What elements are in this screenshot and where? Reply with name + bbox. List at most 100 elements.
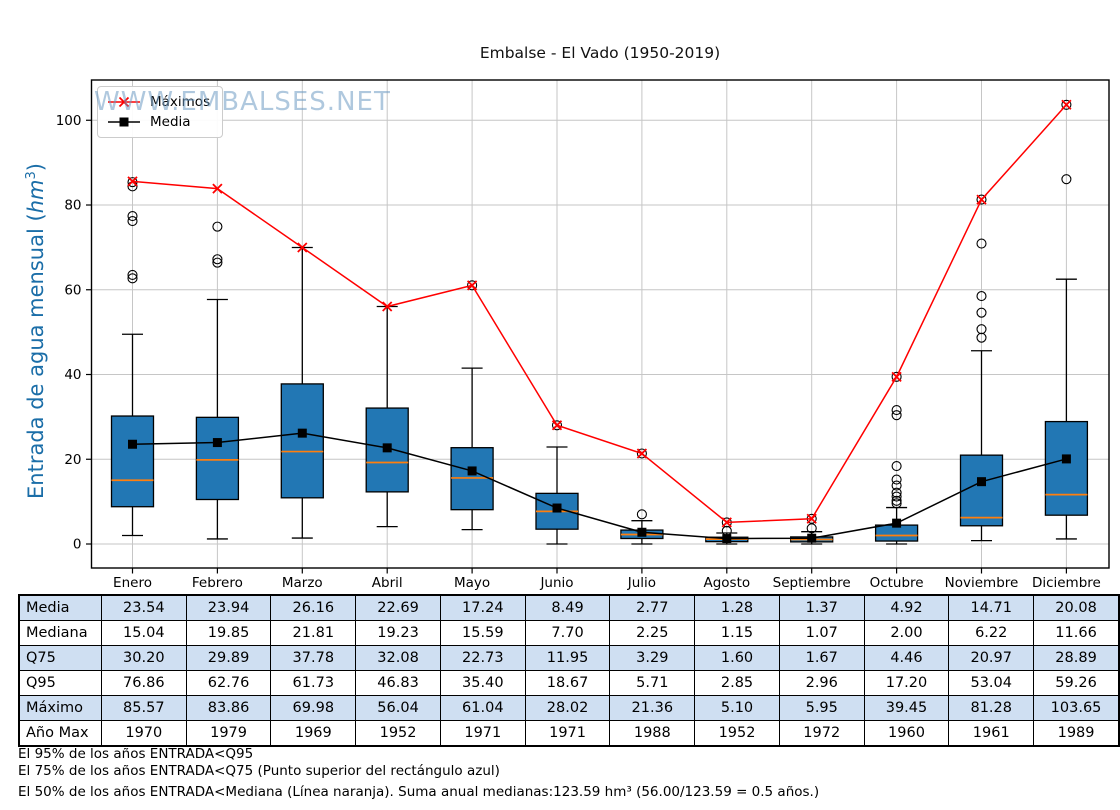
table-cell: 39.45	[863, 695, 950, 721]
media-marker	[128, 439, 137, 449]
table-cell: 1972	[778, 720, 865, 747]
media-marker	[892, 518, 902, 528]
y-tick-label: 100	[56, 113, 82, 129]
media-marker	[637, 527, 647, 537]
table-cell: 20.08	[1033, 594, 1120, 621]
maximos-marker	[1061, 99, 1072, 110]
outlier-point	[636, 509, 647, 520]
table-cell: 37.78	[270, 645, 357, 671]
media-marker	[977, 477, 986, 487]
table-cell: 3.29	[609, 645, 696, 671]
table-cell: 1970	[100, 720, 187, 747]
y-axis-label-close: )	[24, 163, 48, 172]
table-cell: 103.65	[1033, 695, 1120, 721]
maximos-marker	[127, 176, 138, 187]
y-tick-label: 0	[73, 537, 82, 553]
legend-item-maximos: Máximos	[106, 92, 210, 112]
iqr-box	[1044, 420, 1089, 516]
table-cell: 61.04	[439, 695, 526, 721]
table-cell: 81.28	[948, 695, 1035, 721]
media-marker	[1061, 454, 1071, 464]
box-febrero	[195, 221, 240, 540]
x-tick-label: Febrero	[192, 575, 243, 591]
table-cell: 1.28	[694, 594, 780, 621]
outlier-point	[212, 221, 223, 232]
table-cell: 2.77	[609, 594, 696, 621]
table-cell: 83.86	[185, 695, 272, 721]
table-cell: 1961	[948, 720, 1035, 747]
table-cell: 19.85	[185, 620, 272, 646]
outlier-point	[891, 498, 902, 509]
y-tick-label: 40	[64, 367, 81, 383]
table-cell: 61.73	[270, 670, 357, 696]
table-cell: 28.02	[524, 695, 611, 721]
table-cell: 1988	[609, 720, 696, 747]
outlier-point	[212, 257, 223, 268]
table-row-label: Q95	[18, 670, 102, 696]
outlier-point	[976, 291, 987, 302]
maximos-marker	[551, 420, 563, 431]
x-tick-label: Septiembre	[773, 575, 851, 591]
y-tick-label: 80	[64, 198, 81, 214]
outlier-point	[891, 495, 902, 506]
y-axis-label-text: Entrada de agua mensual (	[24, 213, 48, 499]
iqr-box	[280, 383, 324, 499]
table-cell: 2.85	[694, 670, 780, 696]
table-row: Q75 30.20 29.89 37.78 32.08 22.73 11.95 3.29 1.6…	[18, 645, 1120, 671]
x-tick-label: Marzo	[282, 575, 323, 591]
maximos-marker	[806, 513, 817, 524]
table-cell: 1960	[863, 720, 950, 747]
table-cell: 4.92	[863, 594, 950, 621]
outlier-point	[976, 307, 987, 318]
table-cell: 30.20	[100, 645, 187, 671]
outlier-point	[467, 280, 478, 291]
table-cell: 2.25	[609, 620, 696, 646]
table-cell: 19.23	[355, 620, 441, 646]
table-cell: 11.66	[1033, 620, 1120, 646]
x-tick-label: Mayo	[454, 575, 490, 591]
x-tick-label: Junio	[539, 575, 573, 591]
table-row: Año Max 1970 1979 1969 1952 1971 1971 1988 1952 1…	[18, 720, 1120, 747]
table-row: Media 23.54 23.94 26.16 22.69 17.24 8.49 2.77 1.…	[18, 594, 1120, 621]
footnotes: El 95% de los años ENTRADA<Q95 El 75% de…	[18, 746, 819, 801]
table-cell: 5.95	[778, 695, 865, 721]
outlier-point	[891, 474, 902, 485]
table-cell: 23.54	[100, 594, 187, 621]
outlier-point	[127, 269, 138, 280]
y-axis-unit-exponent: 3	[24, 171, 39, 180]
table-cell: 46.83	[355, 670, 441, 696]
media-marker	[212, 438, 222, 448]
iqr-box	[110, 415, 155, 508]
box-marzo	[280, 246, 324, 539]
footnote-mediana: El 50% de los años ENTRADA<Mediana (Líne…	[18, 784, 820, 800]
x-tick-label: Julio	[627, 575, 656, 591]
table-cell: 21.81	[270, 620, 357, 646]
iqr-box	[959, 454, 1004, 527]
outlier-point	[636, 448, 647, 459]
table-cell: 1971	[524, 720, 611, 747]
media-marker	[297, 428, 307, 438]
table-cell: 2.00	[863, 620, 950, 646]
boxplot-chart: 0 20 40 60 80 100 Enero Febrero Marzo Abril Mayo Ju…	[56, 79, 1110, 591]
outlier-point	[1061, 174, 1072, 185]
x-tick-label: Abril	[372, 575, 403, 591]
outlier-point	[127, 216, 138, 227]
table-cell: 2.96	[778, 670, 865, 696]
stats-table: Media 23.54 23.94 26.16 22.69 17.24 8.49 2.77 1.…	[18, 594, 1120, 747]
table-cell: 1952	[694, 720, 780, 747]
maximos-marker	[297, 242, 308, 253]
outlier-point	[127, 273, 138, 284]
maximos-marker	[212, 183, 223, 194]
outlier-point	[891, 491, 902, 502]
table-row-label: Media	[18, 594, 102, 621]
table-row-label: Año Max	[18, 720, 102, 747]
outlier-point	[891, 487, 902, 498]
table-cell: 23.94	[185, 594, 272, 621]
table-cell: 1.15	[694, 620, 780, 646]
table-row: Q95 76.86 62.76 61.73 46.83 35.40 18.67 5.71 2.8…	[18, 670, 1120, 696]
outlier-point	[891, 460, 902, 472]
table-cell: 7.70	[524, 620, 611, 646]
media-marker	[722, 534, 732, 544]
outlier-point	[891, 371, 902, 382]
